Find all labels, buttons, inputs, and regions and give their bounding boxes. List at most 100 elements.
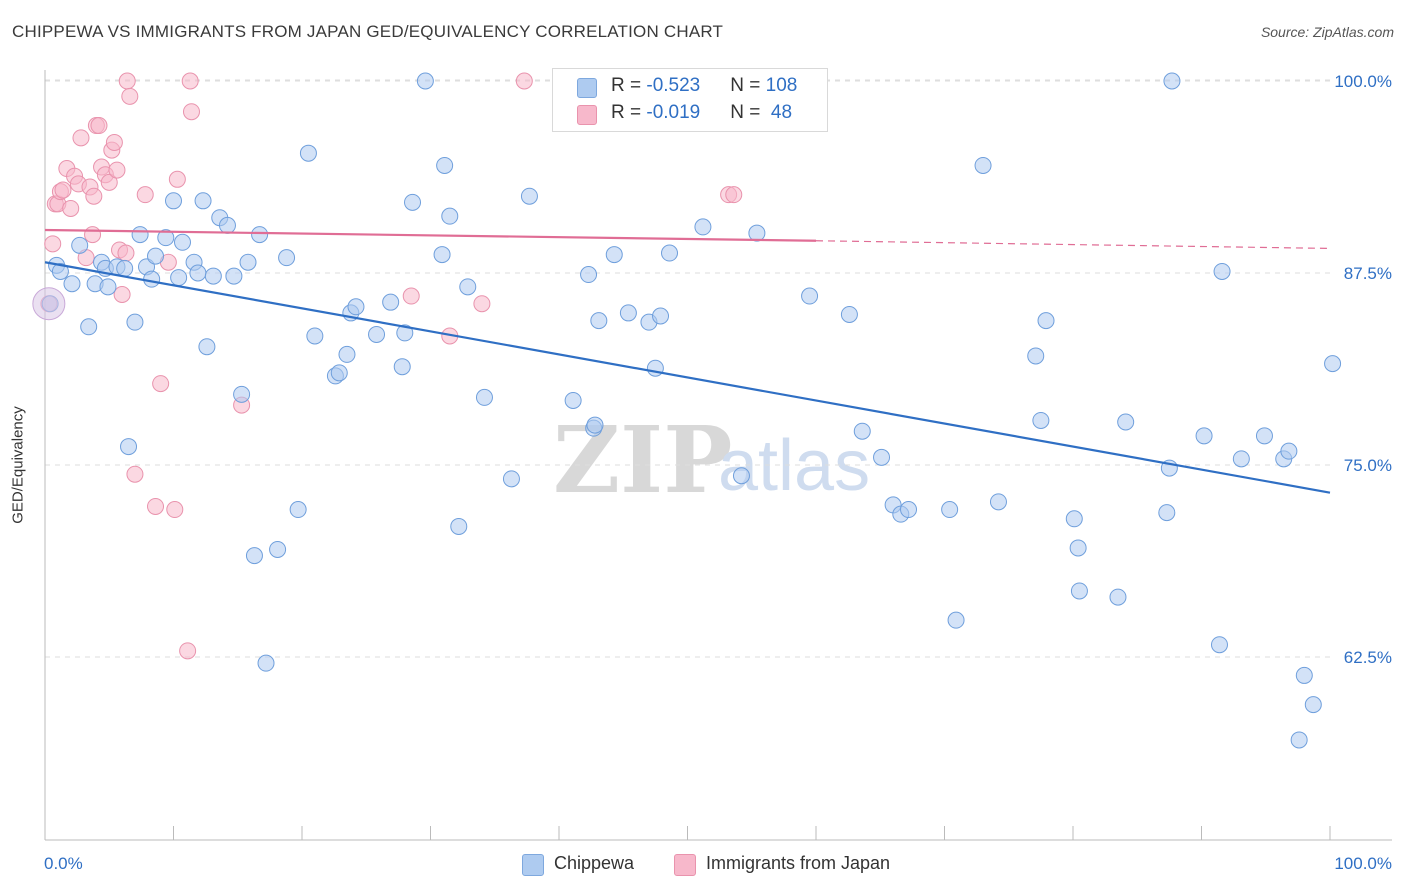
data-point-chippewa xyxy=(564,391,582,409)
chart-title: CHIPPEWA VS IMMIGRANTS FROM JAPAN GED/EQ… xyxy=(12,22,724,41)
legend-swatch-chippewa xyxy=(577,78,597,98)
watermark-atlas: atlas xyxy=(718,426,870,506)
data-point-chippewa xyxy=(198,338,216,356)
tick-labels: 62.5% 75.0% 87.5% 100.0% 0.0% 100.0% xyxy=(44,72,1392,873)
data-point-chippewa xyxy=(652,307,670,325)
data-point-chippewa xyxy=(873,448,891,466)
data-point-chippewa xyxy=(131,226,149,244)
data-point-chippewa xyxy=(580,266,598,284)
data-point-chippewa xyxy=(1232,450,1250,468)
data-point-chippewa xyxy=(1069,539,1087,557)
data-point-chippewa xyxy=(368,325,386,343)
data-point-chippewa xyxy=(99,278,117,296)
data-point-chippewa xyxy=(605,246,623,264)
data-point-chippewa xyxy=(520,187,538,205)
data-point-chippewa xyxy=(1324,355,1342,373)
data-point-chippewa xyxy=(1070,582,1088,600)
data-point-cluster xyxy=(32,287,66,321)
data-point-chippewa xyxy=(71,236,89,254)
data-point-chippewa xyxy=(441,207,459,225)
data-point-chippewa xyxy=(1295,666,1313,684)
y-tick-label: 62.5% xyxy=(1344,648,1392,667)
data-point-chippewa xyxy=(126,313,144,331)
watermark-zip: ZIP xyxy=(553,406,732,514)
data-point-japan xyxy=(473,295,491,313)
data-point-chippewa xyxy=(225,267,243,285)
data-point-japan xyxy=(62,199,80,217)
data-point-chippewa xyxy=(1065,510,1083,528)
data-point-japan xyxy=(100,173,118,191)
y-tick-label: 100.0% xyxy=(1334,72,1392,91)
data-point-japan xyxy=(117,244,135,262)
data-point-chippewa xyxy=(748,224,766,242)
legend-swatch xyxy=(522,854,544,876)
data-point-japan xyxy=(126,465,144,483)
data-point-chippewa xyxy=(1280,442,1298,460)
watermark: ZIP atlas xyxy=(553,406,870,514)
data-point-chippewa xyxy=(941,501,959,519)
data-point-japan xyxy=(90,117,108,135)
data-point-chippewa xyxy=(157,229,175,247)
series-legend: Chippewa Immigrants from Japan xyxy=(0,852,1406,878)
data-point-chippewa xyxy=(347,298,365,316)
data-point-chippewa xyxy=(116,259,134,277)
data-point-chippewa xyxy=(450,517,468,535)
data-point-chippewa xyxy=(173,233,191,251)
data-point-chippewa xyxy=(147,247,165,265)
data-point-chippewa xyxy=(853,422,871,440)
data-point-japan xyxy=(85,187,103,205)
data-point-chippewa xyxy=(1032,411,1050,429)
y-tick-label: 75.0% xyxy=(1344,456,1392,475)
data-point-chippewa xyxy=(840,305,858,323)
data-point-chippewa xyxy=(120,438,138,456)
data-point-chippewa xyxy=(619,304,637,322)
data-point-chippewa xyxy=(947,611,965,629)
y-tick-label: 87.5% xyxy=(1344,264,1392,283)
data-point-chippewa xyxy=(1210,636,1228,654)
legend-swatch xyxy=(674,854,696,876)
data-point-chippewa xyxy=(404,193,422,211)
data-point-chippewa xyxy=(1027,347,1045,365)
data-point-chippewa xyxy=(801,287,819,305)
data-point-chippewa xyxy=(1213,262,1231,280)
data-point-japan xyxy=(72,129,90,147)
data-point-chippewa xyxy=(586,416,604,434)
data-point-chippewa xyxy=(732,467,750,485)
legend-text-chippewa: R = -0.523 N = 108 xyxy=(611,75,798,96)
data-point-chippewa xyxy=(338,345,356,363)
data-point-chippewa xyxy=(306,327,324,345)
data-point-chippewa xyxy=(289,501,307,519)
data-point-japan xyxy=(121,87,139,105)
data-point-japan xyxy=(147,497,165,515)
data-point-japan xyxy=(105,133,123,151)
data-point-japan xyxy=(168,170,186,188)
data-point-chippewa xyxy=(330,364,348,382)
data-point-japan xyxy=(118,72,136,90)
data-point-chippewa xyxy=(1304,696,1322,714)
data-point-chippewa xyxy=(278,249,296,267)
data-point-chippewa xyxy=(1109,588,1127,606)
data-point-japan xyxy=(515,72,533,90)
trend-line-japan xyxy=(44,228,817,242)
data-point-chippewa xyxy=(257,654,275,672)
data-point-chippewa xyxy=(661,244,679,262)
data-point-japan xyxy=(182,103,200,121)
data-point-chippewa xyxy=(189,264,207,282)
data-point-chippewa xyxy=(900,501,918,519)
data-point-chippewa xyxy=(1117,413,1135,431)
data-point-chippewa xyxy=(245,547,263,565)
data-point-chippewa xyxy=(646,359,664,377)
data-point-japan xyxy=(725,186,743,204)
data-point-chippewa xyxy=(475,388,493,406)
data-point-chippewa xyxy=(1037,312,1055,330)
data-point-chippewa xyxy=(974,156,992,174)
data-point-japan xyxy=(166,501,184,519)
legend-swatch-japan xyxy=(577,105,597,125)
legend-text-japan: R = -0.019 N = 48 xyxy=(611,102,793,123)
data-point-chippewa xyxy=(269,540,287,558)
source-credit: Source: ZipAtlas.com xyxy=(1260,24,1394,40)
data-point-chippewa xyxy=(80,318,98,336)
data-point-japan xyxy=(136,186,154,204)
data-point-chippewa xyxy=(63,275,81,293)
